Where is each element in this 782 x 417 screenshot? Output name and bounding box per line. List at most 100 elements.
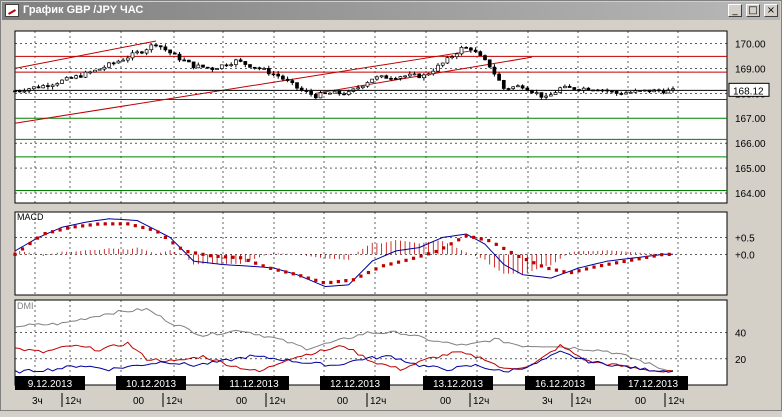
macd-signal-point [667, 252, 671, 256]
dmi-tick-label: 40 [735, 329, 747, 340]
candle-body [172, 52, 177, 55]
macd-signal-point [314, 278, 318, 282]
candle-body [610, 90, 614, 93]
macd-signal-point [13, 252, 17, 256]
macd-signal-point [133, 224, 137, 228]
macd-signal-point [336, 279, 340, 284]
macd-signal-point [329, 280, 333, 285]
window-title: График GBP /JPY ЧАС [23, 4, 144, 16]
macd-signal-point [434, 249, 438, 254]
hour-label: 12ч [269, 396, 285, 407]
date-label-box [116, 376, 186, 390]
candle-body [671, 88, 675, 91]
macd-grid [15, 212, 727, 295]
candle-body [440, 62, 445, 66]
candle-body [454, 53, 459, 58]
candle-body [473, 49, 478, 53]
macd-signal-point [494, 242, 498, 246]
candle-body [464, 47, 469, 49]
candle-body [309, 91, 313, 95]
macd-panel[interactable]: +0.5 +0.0 MACD [13, 211, 755, 296]
macd-signal-point [502, 246, 506, 251]
chart-area[interactable]: 170.00169.00168.00167.00166.00165.00164.… [13, 25, 782, 412]
candle-body [469, 47, 473, 51]
candle-body [516, 85, 520, 88]
candle-body [426, 73, 431, 76]
macd-signal-point [254, 261, 258, 265]
macd-signal-point [637, 257, 641, 261]
date-label: 13.12.2013 [433, 379, 483, 390]
macd-legend: MACD [17, 212, 44, 222]
candle-body [219, 64, 224, 69]
candle-body [69, 77, 74, 79]
hour-label: 00 [133, 396, 145, 407]
price-tick-label: 169.00 [735, 64, 766, 75]
macd-signal-point [562, 270, 566, 274]
macd-signal-point [66, 226, 70, 230]
dmi-tick-label: 20 [735, 355, 747, 366]
candle-body [619, 93, 624, 95]
date-label: 17.12.2013 [628, 379, 678, 390]
candle-body [238, 59, 243, 62]
candle-body [149, 44, 154, 51]
macd-signal-point [584, 267, 589, 271]
close-button[interactable]: × [764, 4, 778, 17]
macd-signal-point [284, 270, 288, 274]
candle-body [36, 86, 41, 89]
macd-lines [13, 218, 673, 288]
candle-body [290, 80, 295, 83]
macd-signal-point [539, 264, 543, 268]
macd-signal-point [171, 241, 175, 245]
price-tick-label: 164.00 [735, 189, 766, 200]
candle-body [111, 62, 116, 65]
candle-body [210, 67, 215, 70]
macd-signal-point [193, 251, 198, 255]
candle-body [201, 64, 205, 68]
maximize-button[interactable]: □ [746, 4, 760, 17]
candle-body [55, 83, 60, 86]
candle-body [483, 55, 487, 61]
candle-body [107, 62, 111, 68]
dmi-panel[interactable]: 40 20 DMI [14, 299, 747, 386]
candle-body [365, 82, 370, 87]
minimize-button[interactable]: _ [728, 4, 742, 17]
candle-body [135, 51, 140, 54]
candle-body [224, 64, 229, 67]
candle-body [548, 94, 553, 97]
macd-signal-point [20, 247, 25, 251]
hour-label: 00 [236, 396, 248, 407]
price-axis: 170.00169.00168.00167.00166.00165.00164.… [735, 39, 766, 200]
date-label: 10.12.2013 [126, 379, 176, 390]
candle-body [88, 71, 93, 74]
title-bar[interactable]: График GBP /JPY ЧАС _ □ × [2, 2, 780, 20]
candle-body [398, 76, 403, 79]
macd-signal-point [201, 252, 205, 256]
candle-body [492, 66, 497, 75]
macd-signal-point [81, 224, 85, 228]
candle-body [271, 73, 276, 76]
price-panel[interactable]: 170.00169.00168.00167.00166.00165.00164.… [13, 30, 770, 204]
candle-body [478, 51, 483, 56]
hour-label: 00 [635, 396, 647, 407]
candle-body [125, 57, 130, 61]
macd-signal-point [178, 246, 183, 250]
macd-signal-point [479, 237, 483, 241]
macd-signal-point [396, 260, 401, 264]
candle-body [356, 87, 360, 90]
macd-signal-point [532, 261, 536, 265]
date-label-box [15, 376, 85, 390]
dmi-lines [14, 307, 674, 374]
macd-signal-point [509, 250, 513, 255]
macd-signal-point [547, 266, 551, 271]
candle-body [450, 56, 454, 59]
macd-signal-point [306, 276, 310, 280]
macd-signal-point [592, 265, 596, 269]
macd-signal-point [457, 238, 461, 242]
candle-body [534, 92, 539, 94]
candle-body [187, 59, 191, 63]
candle-body [501, 79, 506, 89]
candle-body [116, 60, 121, 64]
candle-body [17, 90, 22, 93]
dmi-panel-frame [14, 299, 728, 386]
